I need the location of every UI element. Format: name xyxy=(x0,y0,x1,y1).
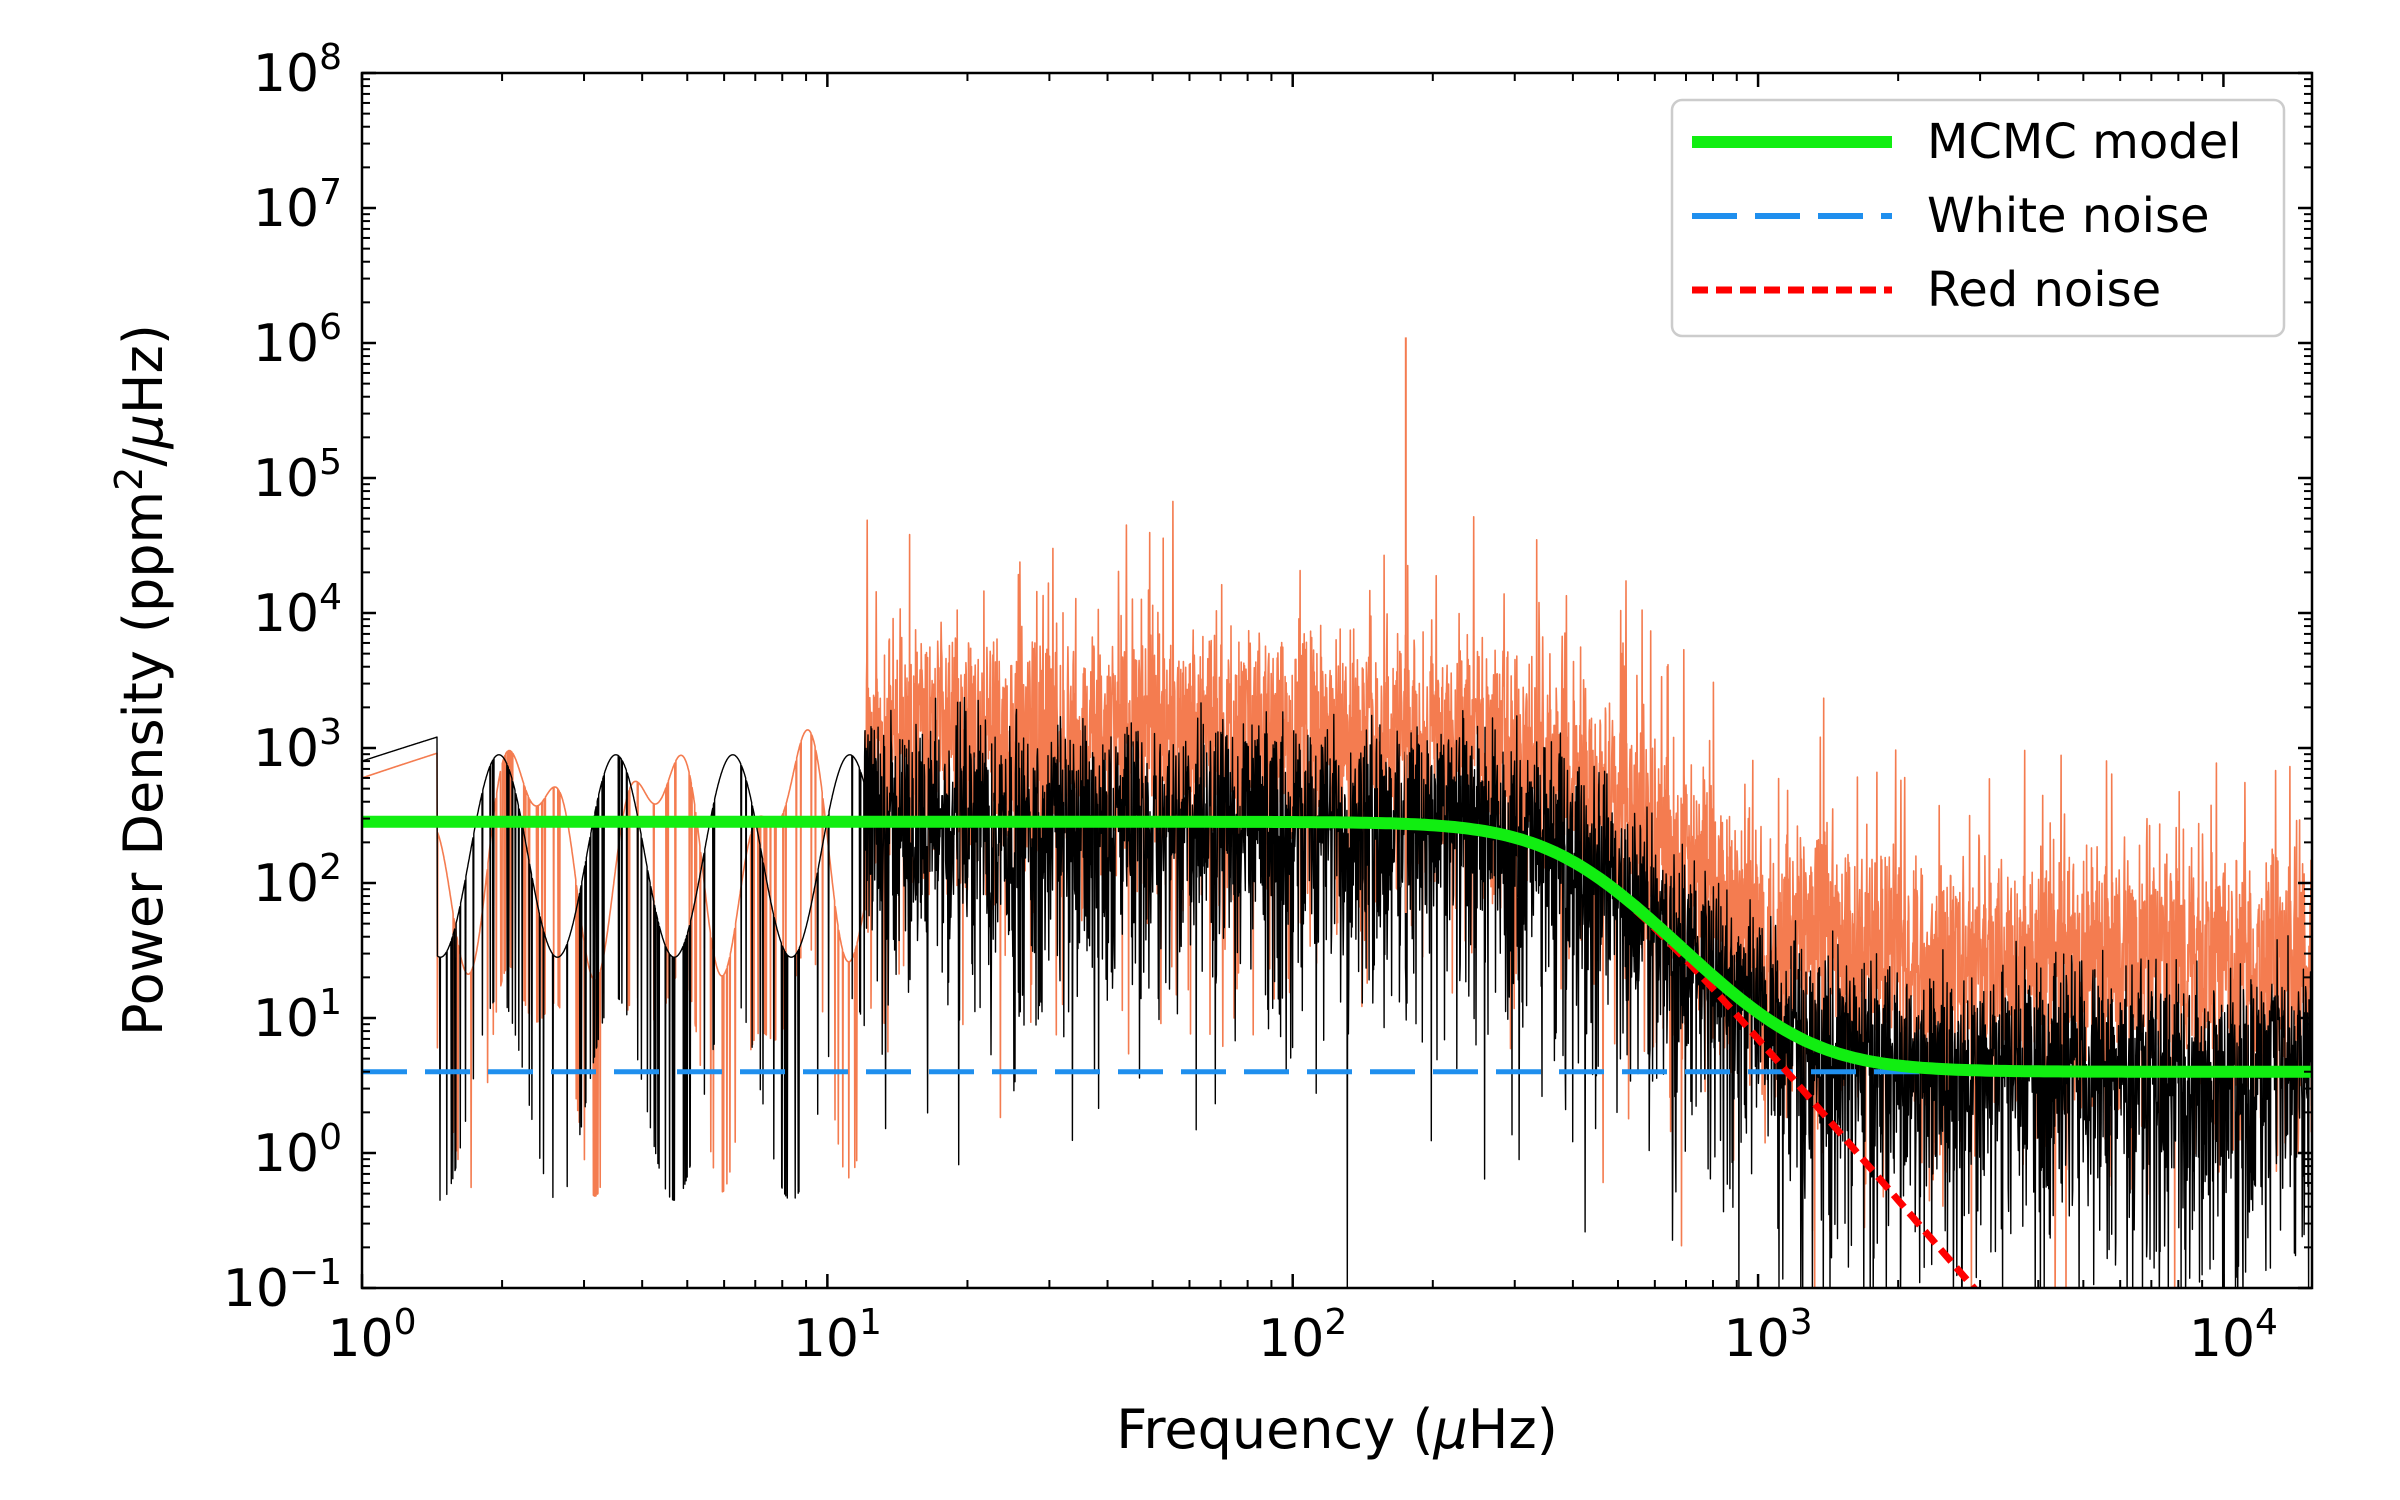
y-tick-label: 108 xyxy=(253,37,342,104)
plot-frame xyxy=(360,71,2314,1290)
y-tick-label: 10−1 xyxy=(223,1252,342,1319)
y-tick-label: 101 xyxy=(253,982,342,1049)
x-axis-title: Frequency (μHz) xyxy=(1116,1398,1558,1461)
x-tick-label: 104 xyxy=(2189,1302,2278,1369)
legend-label-white-noise: White noise xyxy=(1927,188,2210,244)
legend: MCMC model White noise Red noise xyxy=(1670,98,2286,338)
data-layer xyxy=(362,337,2312,1288)
y-axis-title: Power Density (ppm2/μHz) xyxy=(107,324,175,1036)
ticks-layer xyxy=(360,71,2312,1290)
y-tick-label: 104 xyxy=(253,577,342,644)
legend-label-mcmc: MCMC model xyxy=(1927,114,2242,170)
legend-box xyxy=(1670,98,2286,338)
tick-labels: 100 101 102 103 10410−1100101102103104105106… xyxy=(223,37,2278,1369)
x-tick-label: 100 xyxy=(327,1302,416,1369)
x-tick-label: 101 xyxy=(793,1302,882,1369)
x-tick-label: 102 xyxy=(1258,1302,1347,1369)
y-tick-label: 100 xyxy=(253,1117,342,1184)
y-tick-label: 102 xyxy=(253,847,342,914)
mcmc-model-line xyxy=(362,815,2312,1078)
y-tick-label: 107 xyxy=(253,172,342,239)
y-tick-label: 103 xyxy=(253,712,342,779)
y-tick-label: 105 xyxy=(253,442,342,509)
legend-label-red-noise: Red noise xyxy=(1927,262,2161,318)
x-tick-label: 103 xyxy=(1724,1302,1813,1369)
y-tick-label: 106 xyxy=(253,307,342,374)
